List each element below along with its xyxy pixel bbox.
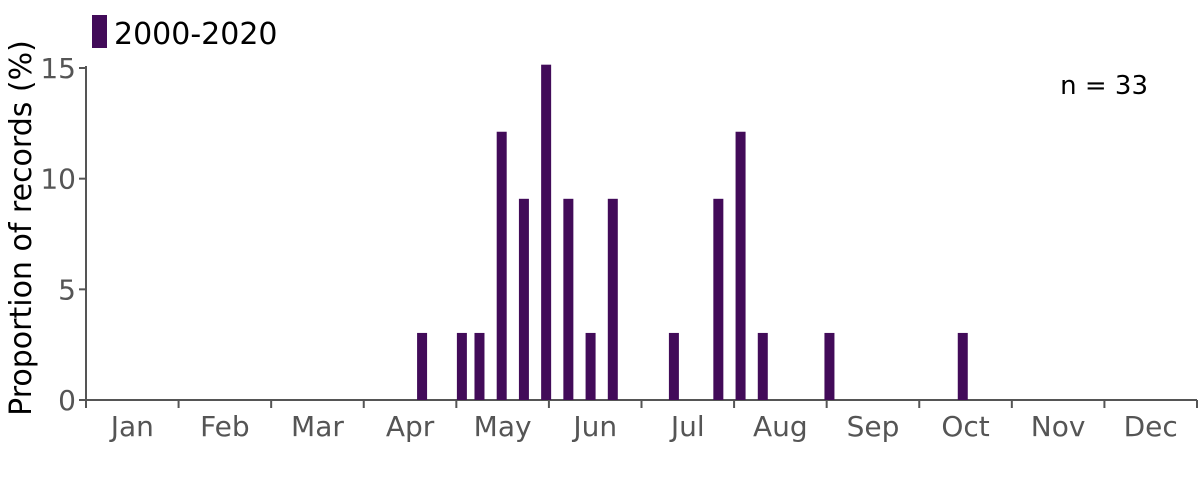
legend-swatch xyxy=(92,15,107,48)
bar xyxy=(713,198,724,400)
x-tick-label: Dec xyxy=(1124,410,1178,443)
bar xyxy=(735,131,746,400)
x-tick-label: Jul xyxy=(669,410,705,443)
x-tick-label: May xyxy=(474,410,532,443)
x-tick-label: Feb xyxy=(200,410,250,443)
sample-size-annotation: n = 33 xyxy=(1060,71,1148,101)
legend: 2000-2020 xyxy=(92,15,278,52)
bar xyxy=(668,332,679,400)
bar xyxy=(585,332,596,400)
bars xyxy=(417,64,968,401)
bar xyxy=(496,131,507,400)
y-axis: 0 5 10 15 xyxy=(40,52,87,417)
x-tick-label: Sep xyxy=(847,410,900,443)
y-tick-label: 0 xyxy=(58,384,76,417)
bar xyxy=(607,198,618,400)
bar xyxy=(417,332,428,400)
x-tick-label: Apr xyxy=(386,410,435,443)
bar xyxy=(541,64,552,401)
bar xyxy=(757,332,768,400)
bar xyxy=(957,332,968,400)
x-tick-label: Jun xyxy=(571,410,617,443)
bar xyxy=(474,332,485,400)
bar xyxy=(518,198,529,400)
x-tick-label: Aug xyxy=(753,410,808,443)
x-tick-label: Jan xyxy=(109,410,154,443)
bar xyxy=(563,198,574,400)
x-tick-label: Mar xyxy=(291,410,344,443)
x-tick-label: Nov xyxy=(1031,410,1086,443)
x-tick-label: Oct xyxy=(941,410,989,443)
x-axis: Jan Feb Mar Apr May Jun Jul Aug Sep Oct Nov Dec xyxy=(85,399,1198,443)
bar xyxy=(824,332,835,400)
y-tick-label: 10 xyxy=(40,163,76,196)
bar xyxy=(456,332,467,400)
y-tick-label: 5 xyxy=(58,273,76,306)
y-tick-label: 15 xyxy=(40,52,76,85)
y-axis-title: Proportion of records (%) xyxy=(4,40,39,416)
legend-label: 2000-2020 xyxy=(114,17,278,52)
